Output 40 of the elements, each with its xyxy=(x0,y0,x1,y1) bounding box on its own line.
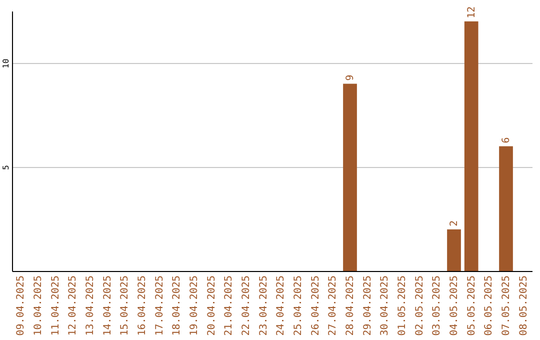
y-tick-label: 10 xyxy=(2,58,10,68)
x-tick-label: 17.04.2025 xyxy=(154,276,166,336)
x-tick-label: 25.04.2025 xyxy=(293,276,304,336)
bar xyxy=(447,229,461,271)
x-tick-label: 16.04.2025 xyxy=(137,276,148,336)
x-tick-label: 04.05.2025 xyxy=(449,276,460,336)
x-tick-label: 22.04.2025 xyxy=(241,276,252,336)
x-tick-label: 11.04.2025 xyxy=(50,276,62,336)
data-label: 9 xyxy=(345,74,356,81)
data-label: 2 xyxy=(449,220,460,226)
x-tick-label: 03.05.2025 xyxy=(432,276,443,336)
bar xyxy=(464,21,478,271)
data-label: 12 xyxy=(466,6,478,18)
x-tick-label: 09.04.2025 xyxy=(16,276,27,336)
x-tick-label: 28.04.2025 xyxy=(345,276,356,336)
bar xyxy=(343,84,357,271)
y-tick-label: 5 xyxy=(2,164,10,170)
x-tick-label: 07.05.2025 xyxy=(501,276,512,336)
x-tick-label: 30.04.2025 xyxy=(380,276,391,336)
x-tick-label: 24.04.2025 xyxy=(276,276,287,336)
x-tick-label: 01.05.2025 xyxy=(397,276,408,336)
x-tick-label: 15.04.2025 xyxy=(120,276,131,336)
x-tick-label: 29.04.2025 xyxy=(362,276,374,336)
x-tick-label: 10.04.2025 xyxy=(33,276,44,336)
x-tick-label: 19.04.2025 xyxy=(189,276,200,336)
x-tick-label: 05.05.2025 xyxy=(466,276,478,336)
data-label: 6 xyxy=(501,137,512,144)
x-tick-label: 14.04.2025 xyxy=(102,276,114,336)
bar xyxy=(499,146,513,271)
x-tick-label: 18.04.2025 xyxy=(172,276,183,336)
x-tick-label: 08.05.2025 xyxy=(518,276,530,336)
x-tick-label: 27.04.2025 xyxy=(328,276,339,336)
x-tick-label: 21.04.2025 xyxy=(224,276,235,336)
x-tick-label: 06.05.2025 xyxy=(484,276,495,336)
x-tick-label: 23.04.2025 xyxy=(258,276,270,336)
x-tick-label: 20.04.2025 xyxy=(206,276,218,336)
x-tick-label: 13.04.2025 xyxy=(85,276,96,336)
x-tick-label: 26.04.2025 xyxy=(310,276,322,336)
x-tick-label: 12.04.2025 xyxy=(68,276,79,336)
x-tick-label: 02.05.2025 xyxy=(414,276,426,336)
